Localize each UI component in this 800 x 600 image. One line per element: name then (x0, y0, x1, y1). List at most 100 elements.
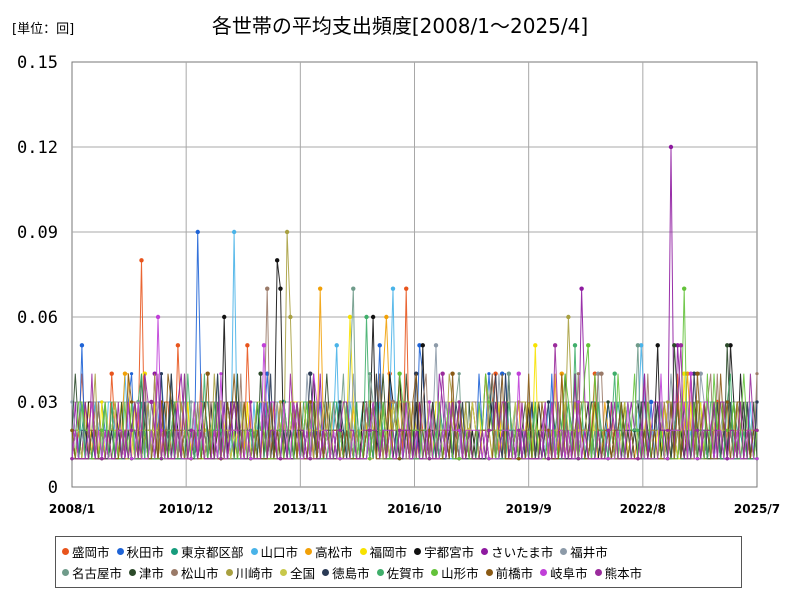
y-tick-label: 0.06 (17, 308, 58, 328)
data-point (691, 371, 697, 376)
data-point (149, 399, 154, 405)
legend-marker-icon (376, 569, 384, 576)
data-point (308, 400, 312, 404)
data-point (308, 457, 312, 461)
legend-item: 秋田市 (116, 542, 165, 561)
data-point (278, 287, 283, 291)
data-point (695, 428, 700, 432)
legend-marker-icon (225, 569, 233, 576)
data-point (159, 372, 163, 376)
legend-label: 前橋市 (495, 566, 534, 581)
data-point (100, 428, 104, 432)
data-point (175, 343, 181, 348)
legend-label: 熊本市 (604, 566, 643, 581)
legend-marker-icon (414, 548, 422, 555)
data-point (420, 343, 425, 348)
data-point (487, 457, 491, 461)
legend-label: 佐賀市 (386, 566, 425, 581)
data-point (109, 371, 114, 376)
legend-label: 宇都宮市 (424, 545, 475, 560)
data-point (576, 400, 580, 404)
legend-label: さいたま市 (491, 545, 554, 560)
data-point (685, 371, 690, 376)
legend-label: 山口市 (260, 545, 299, 560)
data-point (572, 343, 578, 348)
data-point (265, 371, 270, 376)
data-point (725, 343, 729, 347)
x-tick-label: 2013/11 (273, 502, 327, 516)
data-point (189, 428, 193, 432)
data-point (675, 343, 680, 348)
legend-marker-icon (62, 569, 69, 576)
data-point (599, 371, 604, 376)
data-point (546, 400, 551, 404)
data-point (189, 457, 193, 461)
data-point (129, 457, 134, 461)
data-point (427, 428, 431, 432)
legend-label: 松山市 (181, 566, 219, 581)
legend-item: 山形市 (431, 563, 479, 582)
data-point (576, 372, 580, 376)
unit-label: [単位：回] (12, 22, 75, 37)
data-point (398, 457, 402, 461)
data-point (338, 400, 342, 404)
legend-row: 名古屋市 津市 松山市 川崎市 全国 徳島市 佐賀市 山形市 前橋市 岐阜市 熊本市 (62, 562, 735, 583)
x-tick-label: 2025/7 (734, 502, 780, 516)
data-point (566, 314, 571, 320)
legend-item: 松山市 (171, 563, 219, 582)
legend-label: 秋田市 (126, 545, 165, 560)
legend-label: 名古屋市 (72, 566, 123, 581)
data-point (231, 229, 237, 235)
data-point (159, 457, 163, 461)
legend-item: 福岡市 (359, 542, 407, 561)
data-point (506, 371, 512, 376)
data-point (433, 343, 439, 348)
data-point (370, 314, 376, 320)
data-point (338, 428, 342, 432)
data-point (655, 343, 660, 348)
data-point (249, 400, 253, 404)
legend-marker-icon (322, 569, 330, 576)
data-point (219, 372, 223, 376)
data-point (725, 457, 729, 461)
data-point (129, 428, 134, 432)
legend-marker-icon (171, 569, 179, 576)
data-point (755, 372, 759, 376)
data-point (666, 457, 670, 461)
data-point (427, 457, 431, 461)
data-point (129, 372, 134, 376)
legend-label: 盛岡市 (72, 545, 110, 560)
legend-label: 全国 (290, 566, 316, 581)
data-point (681, 371, 687, 376)
data-point (728, 343, 733, 348)
legend-item: 名古屋市 (62, 563, 122, 582)
x-tick-label: 2019/9 (506, 502, 552, 516)
legend-marker-icon (280, 569, 288, 576)
data-point (249, 457, 253, 461)
legend-marker-icon (594, 569, 602, 576)
data-point (517, 428, 521, 432)
legend-marker-icon (481, 548, 489, 555)
data-point (219, 457, 223, 461)
legend-item: 宇都宮市 (414, 542, 474, 561)
data-point (755, 457, 759, 461)
legend-row: 盛岡市 秋田市 東京都区部 山口市 高松市 福岡市 宇都宮市 さいたま市 福井市 (62, 541, 735, 562)
legend-marker-icon (62, 548, 69, 555)
legend-label: 東京都区部 (181, 545, 244, 560)
data-point (70, 400, 74, 404)
legend-item: 福井市 (560, 542, 608, 561)
data-point (274, 258, 280, 263)
x-tick-label: 2010/12 (159, 502, 213, 516)
y-tick-label: 0 (48, 478, 58, 498)
data-point (417, 343, 422, 348)
data-point (725, 400, 729, 404)
legend-item: 全国 (280, 563, 315, 582)
data-point (278, 457, 283, 461)
y-tick-label: 0.12 (17, 138, 58, 158)
data-point (334, 343, 339, 348)
data-point (440, 371, 445, 376)
legend-label: 福井市 (570, 545, 608, 560)
series-20 (70, 343, 759, 461)
data-point (517, 457, 521, 461)
